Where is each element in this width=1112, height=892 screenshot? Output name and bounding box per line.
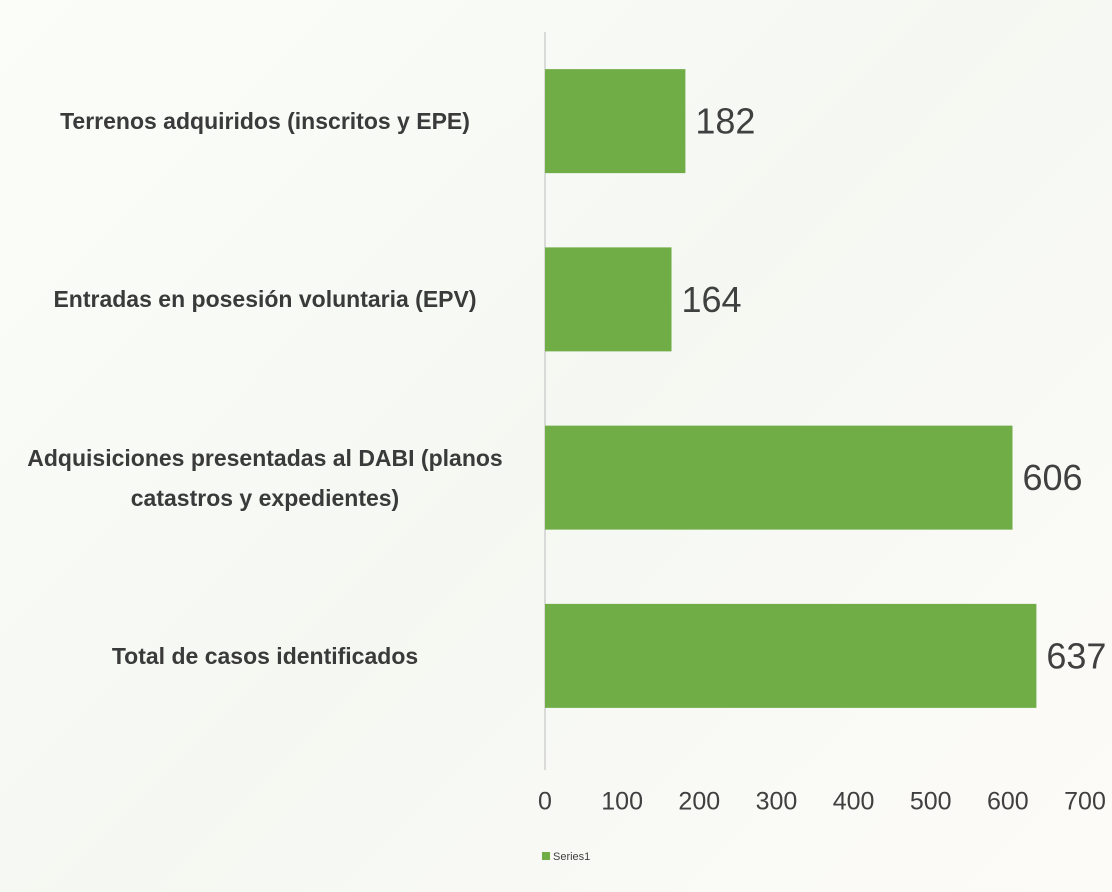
data-label: 637 xyxy=(1046,635,1106,676)
data-label: 606 xyxy=(1022,457,1082,498)
x-tick-label: 600 xyxy=(987,788,1029,816)
y-tick-label: Terrenos adquiridos (inscritos y EPE) xyxy=(60,108,470,135)
x-tick-label: 100 xyxy=(601,788,643,816)
x-tick-label: 300 xyxy=(756,788,798,816)
bar xyxy=(545,603,1037,708)
x-tick-label: 0 xyxy=(538,788,552,816)
y-tick-label: Adquisiciones presentadas al DABI (plano… xyxy=(27,444,503,511)
data-label: 182 xyxy=(695,101,755,142)
legend-swatch xyxy=(542,852,550,860)
y-tick-label: Total de casos identificados xyxy=(111,642,419,669)
bar xyxy=(545,247,672,352)
x-tick-label: 400 xyxy=(833,788,875,816)
x-tick-label: 700 xyxy=(1064,788,1106,816)
bar xyxy=(545,425,1013,530)
data-label: 164 xyxy=(682,279,742,320)
legend-label: Series1 xyxy=(553,851,590,863)
y-tick-label: Entradas en posesión voluntaria (EPV) xyxy=(53,286,477,313)
x-tick-label: 500 xyxy=(910,788,952,816)
x-tick-label: 200 xyxy=(678,788,720,816)
bar xyxy=(545,69,686,174)
